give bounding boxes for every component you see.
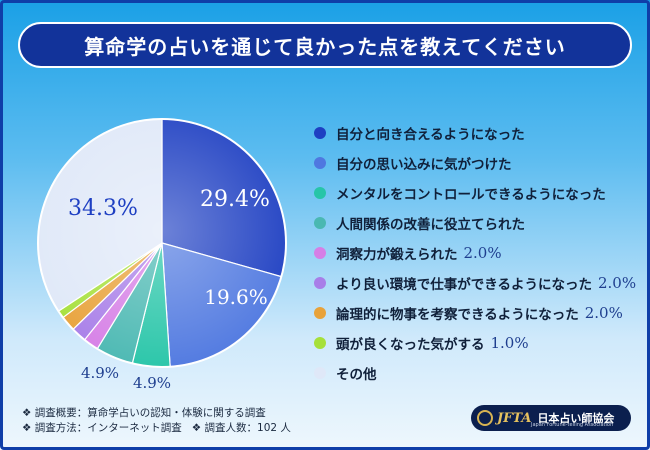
legend-value: 2.0% bbox=[463, 244, 502, 262]
legend-dot bbox=[314, 337, 326, 349]
legend-dot bbox=[314, 217, 326, 229]
legend-item: 自分の思い込みに気がつけた bbox=[314, 148, 644, 178]
legend-dot bbox=[314, 127, 326, 139]
logo-emblem-icon bbox=[477, 410, 493, 426]
pie-data-label: 29.4% bbox=[200, 187, 270, 212]
legend-dot bbox=[314, 247, 326, 259]
legend-label: 論理的に物事を考察できるようになった bbox=[336, 307, 579, 323]
legend-label: メンタルをコントロールできるようになった bbox=[336, 187, 606, 203]
legend-item: より良い環境で仕事ができるようになった 2.0% bbox=[314, 268, 644, 298]
legend-dot bbox=[314, 307, 326, 319]
legend-label: 洞察力が鍛えられた bbox=[336, 247, 458, 263]
pie-rim bbox=[37, 118, 287, 368]
legend-dot bbox=[314, 187, 326, 199]
legend-label: 自分と向き合えるようになった bbox=[336, 127, 525, 143]
logo-name: 日本占い師協会 bbox=[537, 412, 615, 425]
legend-dot bbox=[314, 157, 326, 169]
logo-mark: JFTA bbox=[497, 410, 532, 426]
survey-count: ❖ 調査人数：102 人 bbox=[191, 422, 291, 434]
pie-data-label: 34.3% bbox=[68, 196, 138, 221]
legend-item: メンタルをコントロールできるようになった bbox=[314, 178, 644, 208]
title-bar: 算命学の占いを通じて良かった点を教えてください bbox=[18, 22, 632, 68]
legend-label: 頭が良くなった気がする bbox=[336, 337, 485, 353]
pie-chart: 29.4% 19.6% 4.9% 4.9% 34.3% bbox=[37, 118, 287, 388]
legend-value: 1.0% bbox=[490, 334, 529, 352]
chart-title: 算命学の占いを通じて良かった点を教えてください bbox=[84, 34, 566, 59]
legend-item: 頭が良くなった気がする 1.0% bbox=[314, 328, 644, 358]
logo-subtitle: Japan Fortune-telling Association bbox=[531, 422, 614, 428]
survey-method: ❖ 調査方法：インターネット調査 bbox=[22, 422, 182, 434]
survey-notes: ❖ 調査概要：算命学占いの認知・体験に関する調査 ❖ 調査方法：インターネット調… bbox=[22, 406, 291, 436]
pie-data-label: 4.9% bbox=[81, 364, 119, 382]
legend-value: 2.0% bbox=[597, 274, 637, 292]
legend-label: より良い環境で仕事ができるようになった bbox=[336, 277, 592, 293]
legend-dot bbox=[314, 367, 326, 379]
legend-item: 自分と向き合えるようになった bbox=[314, 118, 644, 148]
pie-data-label: 19.6% bbox=[204, 285, 268, 309]
legend-item: 論理的に物事を考察できるようになった 2.0% bbox=[314, 298, 644, 328]
legend-item: 洞察力が鍛えられた 2.0% bbox=[314, 238, 644, 268]
legend-dot bbox=[314, 277, 326, 289]
legend-label: 自分の思い込みに気がつけた bbox=[336, 157, 512, 173]
legend: 自分と向き合えるようになった 自分の思い込みに気がつけた メンタルをコントロール… bbox=[314, 118, 644, 388]
legend-value: 2.0% bbox=[584, 304, 623, 322]
legend-label: その他 bbox=[336, 367, 377, 383]
legend-label: 人間関係の改善に役立てられた bbox=[336, 217, 525, 233]
pie-data-label: 4.9% bbox=[133, 374, 171, 388]
legend-item: その他 bbox=[314, 358, 644, 388]
legend-item: 人間関係の改善に役立てられた bbox=[314, 208, 644, 238]
survey-summary: ❖ 調査概要：算命学占いの認知・体験に関する調査 bbox=[22, 407, 266, 419]
jfta-logo: JFTA 日本占い師協会 Japan Fortune-telling Assoc… bbox=[471, 405, 631, 431]
